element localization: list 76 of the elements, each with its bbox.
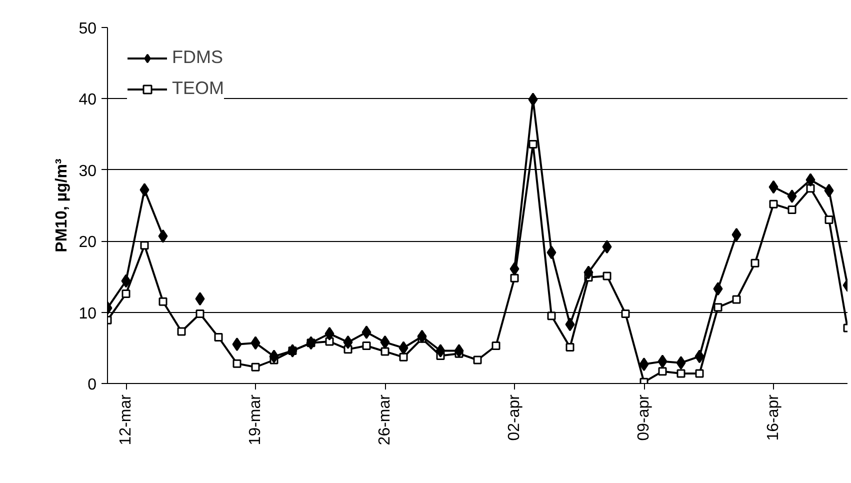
point	[695, 369, 704, 378]
y-tick-label: 20	[78, 234, 97, 252]
legend-label: FDMS	[172, 47, 223, 68]
point	[214, 332, 223, 342]
point	[380, 347, 390, 356]
point	[787, 189, 797, 203]
point	[473, 356, 482, 364]
point	[768, 180, 778, 194]
x-tick-label: 09-apr	[636, 394, 652, 441]
point	[232, 338, 242, 352]
point	[510, 262, 520, 276]
y-axis-title: PM10, µg/m³	[54, 158, 71, 252]
point	[547, 312, 556, 320]
point	[232, 359, 242, 368]
point	[269, 350, 279, 364]
point	[343, 335, 353, 349]
point	[140, 241, 149, 250]
point	[658, 367, 667, 376]
point	[306, 336, 316, 350]
point	[398, 341, 408, 355]
point	[824, 184, 834, 198]
point	[694, 350, 704, 364]
point	[454, 344, 464, 358]
point	[714, 303, 722, 312]
point	[769, 200, 778, 208]
point	[177, 327, 186, 336]
y-tick-label: 40	[78, 92, 97, 109]
point	[436, 344, 446, 358]
x-tick-label: 16-apr	[765, 394, 782, 441]
point	[324, 326, 334, 340]
point	[140, 183, 150, 197]
point	[380, 335, 390, 349]
point	[676, 369, 686, 378]
point	[158, 297, 168, 306]
point	[196, 309, 204, 318]
point	[713, 282, 723, 296]
point	[399, 352, 408, 362]
point	[158, 229, 168, 243]
point	[806, 184, 815, 193]
point	[602, 240, 612, 254]
point	[750, 258, 760, 268]
point	[528, 140, 538, 149]
y-tick-label: 10	[78, 305, 97, 322]
point	[492, 342, 500, 350]
point	[566, 342, 574, 352]
point	[121, 274, 131, 288]
point	[528, 92, 538, 106]
point	[602, 272, 612, 280]
point	[250, 336, 260, 350]
point	[362, 342, 371, 350]
point	[676, 356, 686, 370]
point	[362, 325, 372, 339]
point	[565, 318, 575, 332]
point	[122, 290, 130, 298]
x-tick-label: 02-apr	[506, 394, 523, 441]
legend-label: TEOM	[172, 78, 224, 99]
point	[546, 246, 556, 260]
point	[417, 330, 427, 344]
x-tick-label: 12-mar	[118, 394, 134, 446]
point	[806, 173, 816, 187]
point	[824, 215, 834, 224]
point	[732, 228, 742, 242]
y-tick-label: 0	[88, 376, 97, 394]
point	[510, 274, 519, 282]
x-tick-label: 26-mar	[376, 394, 394, 446]
x-tick-label: 19-mar	[247, 394, 264, 446]
point	[584, 266, 594, 280]
point	[621, 309, 630, 318]
point	[639, 358, 649, 372]
y-tick-label: 30	[78, 162, 97, 180]
point	[788, 206, 796, 214]
point	[732, 295, 741, 304]
point	[251, 362, 260, 372]
point	[658, 354, 668, 368]
y-tick-label: 50	[78, 20, 97, 38]
point	[195, 292, 205, 306]
